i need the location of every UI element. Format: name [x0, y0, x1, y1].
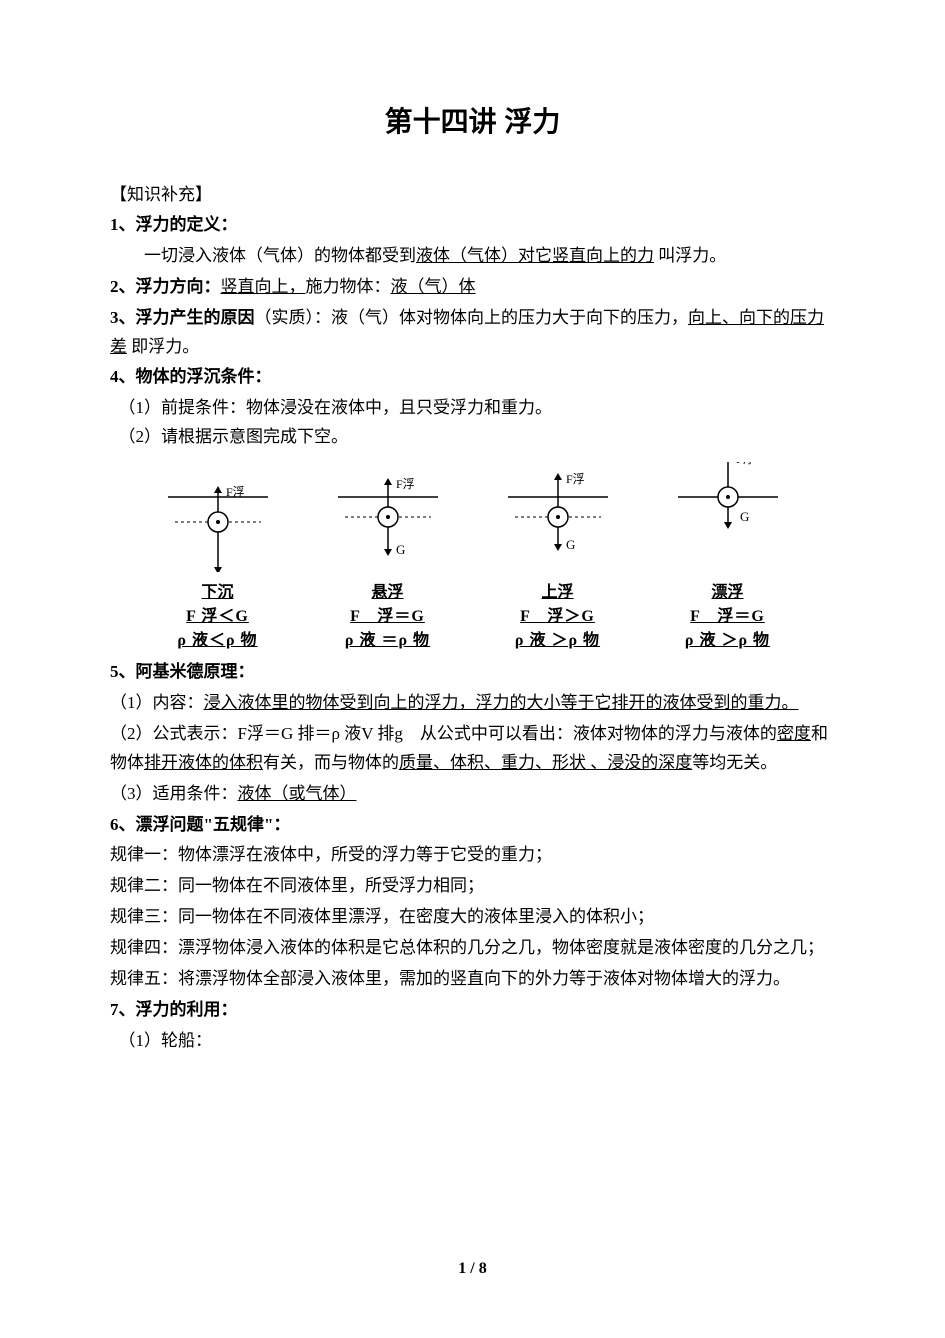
buoyancy-diagrams: F浮GF浮GF浮GF浮G — [110, 462, 835, 572]
s5-p3-u: 液体（或气体） — [238, 784, 357, 803]
svg-text:F浮: F浮 — [396, 477, 415, 491]
s1-body-pre: 一切浸入液体（气体）的物体都受到 — [144, 246, 416, 265]
s5-p1-u: 浸入液体里的物体受到向上的浮力，浮力的大小等于它排开的液体受到的重力。 — [204, 693, 799, 712]
section-3: 3、浮力产生的原因（实质）：液（气）体对物体向上的压力大于向下的压力，向上、向下… — [110, 304, 835, 362]
s2-u1: 竖直向上， — [221, 277, 306, 296]
svg-text:G: G — [740, 509, 749, 524]
force-relation: F 浮＞G — [503, 602, 613, 626]
s5-p2-u2: 排开液体的体积 — [144, 753, 263, 772]
s6-r2: 规律二：同一物体在不同液体里，所受浮力相同； — [110, 872, 835, 901]
s7-p1: （1）轮船： — [110, 1027, 835, 1056]
section-6: 6、漂浮问题"五规律"： — [110, 811, 835, 840]
section-1: 1、浮力的定义： — [110, 211, 835, 240]
s5-p2-tail: 等均无关。 — [692, 753, 777, 772]
s1-head: 1、浮力的定义： — [110, 215, 238, 234]
state-label: 悬浮 — [333, 578, 443, 602]
force-relations: F 浮＜G F 浮＝G F 浮＞G F 浮＝G — [110, 602, 835, 626]
s1-body-post: 叫浮力。 — [654, 246, 726, 265]
diagram-悬浮: F浮 G — [333, 462, 443, 572]
density-relation: ρ 液 ＞ρ 物 — [673, 626, 783, 650]
density-relations: ρ 液＜ρ 物 ρ 液 ＝ρ 物 ρ 液 ＞ρ 物 ρ 液 ＞ρ 物 — [110, 626, 835, 650]
s5-p2: （2）公式表示：F浮＝G 排＝ρ 液V 排g 从公式中可以看出：液体对物体的浮力… — [110, 720, 835, 778]
force-relation: F 浮＜G — [163, 602, 273, 626]
diagram-漂浮: F浮 G — [673, 462, 783, 572]
s7-head: 7、浮力的利用： — [110, 1000, 238, 1019]
svg-text:F浮: F浮 — [736, 462, 755, 466]
s2-mid: 施力物体： — [306, 277, 391, 296]
section-5: 5、阿基米德原理： — [110, 658, 835, 687]
density-relation: ρ 液 ＞ρ 物 — [503, 626, 613, 650]
supplement-label: 【知识补充】 — [110, 180, 835, 205]
section-7: 7、浮力的利用： — [110, 996, 835, 1025]
state-label: 下沉 — [163, 578, 273, 602]
force-relation: F 浮＝G — [333, 602, 443, 626]
page: 第十四讲 浮力 【知识补充】 1、浮力的定义： 一切浸入液体（气体）的物体都受到… — [0, 0, 945, 1338]
force-relation: F 浮＝G — [673, 602, 783, 626]
s5-p2-mid2: 有关，而与物体的 — [263, 753, 399, 772]
s6-head: 6、漂浮问题"五规律"： — [110, 815, 290, 834]
diagram-下沉: F浮G — [163, 462, 273, 572]
svg-text:F浮: F浮 — [226, 485, 245, 499]
s4-p1: （1）前提条件：物体浸没在液体中，且只受浮力和重力。 — [110, 394, 835, 423]
s5-p3: （3）适用条件：液体（或气体） — [110, 780, 835, 809]
s3-plain: （实质）：液（气）体对物体向上的压力大于向下的压力， — [255, 308, 689, 327]
s5-p3-pre: （3）适用条件： — [110, 784, 238, 803]
s5-p2-u1: 密度 — [777, 724, 811, 743]
page-footer: 1 / 8 — [0, 1260, 945, 1278]
section-2: 2、浮力方向：竖直向上，施力物体：液（气）体 — [110, 273, 835, 302]
section-4: 4、物体的浮沉条件： — [110, 363, 835, 392]
s5-p2-u3: 质量、体积、重力、形状 、浸没的深度 — [399, 753, 692, 772]
s4-p2: （2）请根据示意图完成下空。 — [110, 423, 835, 452]
state-label: 漂浮 — [673, 578, 783, 602]
s1-body-u: 液体（气体）对它竖直向上的力 — [416, 246, 654, 265]
density-relation: ρ 液＜ρ 物 — [163, 626, 273, 650]
state-labels: 下沉 悬浮 上浮 漂浮 — [110, 578, 835, 602]
s5-p2-pre: （2）公式表示：F浮＝G 排＝ρ 液V 排g 从公式中可以看出：液体对物体的浮力… — [110, 724, 777, 743]
s2-u2: 液（气）体 — [391, 277, 476, 296]
diagram-上浮: F浮 G — [503, 462, 613, 572]
density-relation: ρ 液 ＝ρ 物 — [333, 626, 443, 650]
s6-r3: 规律三：同一物体在不同液体里漂浮，在密度大的液体里浸入的体积小； — [110, 903, 835, 932]
s5-head: 5、阿基米德原理： — [110, 662, 255, 681]
s5-p1: （1）内容：浸入液体里的物体受到向上的浮力，浮力的大小等于它排开的液体受到的重力… — [110, 689, 835, 718]
svg-text:G: G — [396, 542, 405, 557]
page-title: 第十四讲 浮力 — [110, 100, 835, 140]
svg-text:F浮: F浮 — [566, 472, 585, 486]
s2-head: 2、浮力方向： — [110, 277, 221, 296]
state-label: 上浮 — [503, 578, 613, 602]
svg-text:G: G — [566, 537, 575, 552]
s1-body: 一切浸入液体（气体）的物体都受到液体（气体）对它竖直向上的力 叫浮力。 — [110, 242, 835, 271]
s6-r4: 规律四：漂浮物体浸入液体的体积是它总体积的几分之几，物体密度就是液体密度的几分之… — [110, 934, 835, 963]
s6-r1: 规律一：物体漂浮在液体中，所受的浮力等于它受的重力； — [110, 841, 835, 870]
s6-r5: 规律五：将漂浮物体全部浸入液体里，需加的竖直向下的外力等于液体对物体增大的浮力。 — [110, 965, 835, 994]
s3-tail: 即浮力。 — [127, 337, 199, 356]
s3-head: 3、浮力产生的原因 — [110, 308, 255, 327]
s4-head: 4、物体的浮沉条件： — [110, 367, 272, 386]
s5-p1-pre: （1）内容： — [110, 693, 204, 712]
